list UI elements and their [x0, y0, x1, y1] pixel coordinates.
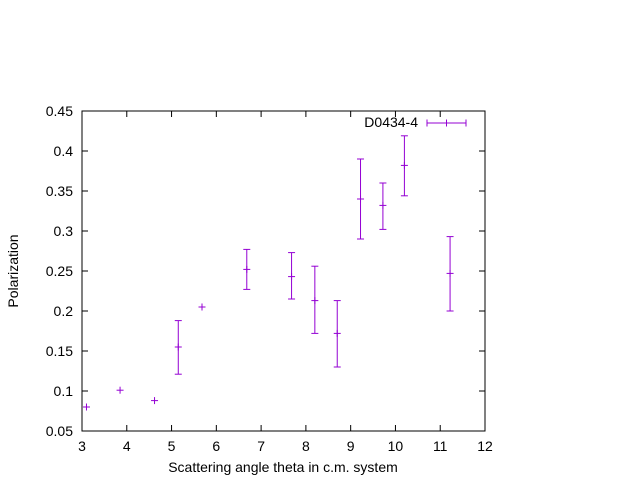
x-tick-label: 5 — [168, 438, 176, 454]
legend: D0434-4 — [364, 114, 467, 130]
data-point — [151, 397, 159, 405]
x-tick-label: 10 — [388, 438, 404, 454]
y-tick-label: 0.45 — [46, 103, 73, 119]
data-point — [311, 265, 319, 334]
y-tick-label: 0.05 — [46, 423, 73, 439]
data-point — [333, 300, 341, 368]
y-tick-label: 0.25 — [46, 263, 73, 279]
x-tick-label: 12 — [477, 438, 493, 454]
data-point — [357, 158, 365, 240]
data-point — [400, 135, 408, 197]
data-point — [446, 236, 454, 312]
plot-frame — [81, 110, 486, 432]
y-axis-title: Polarization — [5, 234, 21, 307]
data-point — [82, 403, 90, 411]
legend-entry-label: D0434-4 — [364, 114, 418, 130]
data-point — [174, 320, 182, 375]
y-tick-label: 0.3 — [54, 223, 74, 239]
data-point — [379, 182, 387, 230]
data-point — [243, 248, 251, 290]
x-tick-label: 8 — [302, 438, 310, 454]
y-tick-label: 0.15 — [46, 343, 73, 359]
y-tick-label: 0.4 — [54, 143, 74, 159]
x-tick-label: 11 — [433, 438, 448, 454]
legend-entry-sample — [426, 119, 467, 127]
x-tick-label: 7 — [257, 438, 265, 454]
x-tick-label: 3 — [78, 438, 86, 454]
data-point — [116, 386, 124, 394]
x-tick-label: 4 — [123, 438, 131, 454]
y-tick-label: 0.1 — [54, 383, 74, 399]
ticks-layer: 3 4 5 6 7 8 9 10 11 12 0.05 0.1 0.15 0.2 0.25 0.3 0.35 0.… — [46, 103, 493, 454]
data-points-layer — [82, 135, 454, 411]
y-tick-label: 0.35 — [46, 183, 73, 199]
data-point — [288, 252, 296, 300]
data-point — [198, 303, 206, 311]
y-tick-label: 0.2 — [54, 303, 74, 319]
x-axis-title: Scattering angle theta in c.m. system — [168, 459, 398, 475]
x-tick-label: 9 — [347, 438, 355, 454]
x-tick-label: 6 — [212, 438, 220, 454]
